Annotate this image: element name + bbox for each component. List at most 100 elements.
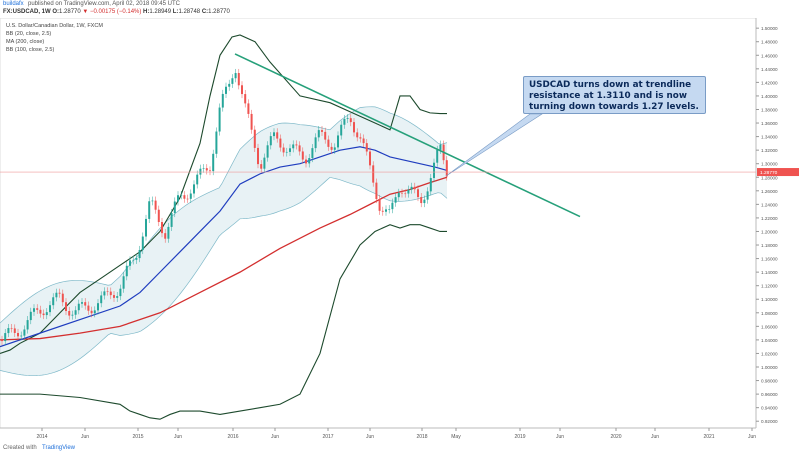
legend-bb20[interactable]: BB (20, close, 2.5) [6, 31, 52, 37]
candle-body [61, 293, 64, 303]
y-tick-label: 1.22000 [761, 216, 778, 221]
candle-body [257, 147, 259, 165]
candle-body [372, 165, 375, 183]
candle-body [135, 258, 138, 260]
candle-body [202, 168, 205, 169]
x-tick-label: May [451, 434, 461, 440]
candle-body [273, 132, 275, 137]
candle-body [282, 147, 285, 153]
x-tick-label: Jun [748, 434, 756, 440]
x-tick-label: 2021 [703, 434, 714, 440]
y-tick-label: 1.06000 [761, 324, 778, 329]
candle-body [1, 339, 3, 342]
low-value: 1.28748 [178, 9, 201, 15]
candle-body [119, 288, 122, 297]
candle-body [417, 189, 419, 198]
y-tick-label: 1.02000 [761, 351, 778, 356]
y-tick-label: 1.14000 [761, 270, 778, 275]
candle-body [314, 137, 317, 149]
candle-body [445, 160, 448, 177]
last-price-label: 1.28770 [760, 170, 778, 176]
close-value: 1.28770 [208, 9, 230, 15]
candle-body [231, 78, 234, 84]
candle-body [260, 164, 263, 169]
y-tick-label: 1.38000 [761, 107, 778, 112]
candle-body [4, 333, 7, 342]
legend-symbol: U.S. Dollar/Canadian Dollar, 1W, FXCM [6, 23, 103, 29]
candle-body [295, 144, 298, 146]
candle-body [413, 186, 416, 190]
y-tick-label: 1.18000 [761, 243, 778, 248]
y-tick-label: 0.94000 [761, 406, 778, 411]
candle-body [33, 308, 35, 312]
candle-body [122, 276, 125, 289]
candle-body [276, 132, 279, 139]
x-tick-label: Jun [366, 434, 374, 440]
candle-body [237, 73, 240, 86]
candle-body [375, 182, 378, 200]
x-tick-label: 2020 [610, 434, 621, 440]
candle-body [234, 73, 237, 79]
candle-body [362, 138, 365, 144]
candle-body [52, 297, 55, 306]
candle-body [55, 292, 58, 298]
y-tick-label: 1.10000 [761, 297, 778, 302]
candle-body [154, 200, 157, 210]
publish-info: published on TradingView.com, April 02, … [28, 1, 180, 7]
annotation-callout[interactable]: USDCAD turns down at trendline resistanc… [523, 76, 706, 114]
legend-ma200[interactable]: MA (200, close) [6, 39, 45, 45]
trendline-resistance [234, 53, 581, 218]
candle-body [321, 130, 323, 132]
candle-body [68, 311, 71, 316]
x-tick-label: 2016 [227, 434, 238, 440]
candle-body [29, 311, 32, 321]
bb100-lower-line [0, 224, 447, 420]
candle-body [97, 303, 99, 311]
candle-body [388, 209, 391, 210]
candle-body [279, 138, 282, 148]
bb20-lower-line [0, 176, 448, 377]
symbol-label: FX:USDCAD, 1W [3, 9, 51, 15]
candle-body [225, 86, 227, 94]
bb20-basis-line [0, 146, 448, 348]
candle-body [426, 191, 429, 200]
y-tick-label: 1.44000 [761, 67, 778, 72]
candle-body [93, 310, 96, 314]
candle-body [301, 151, 304, 160]
x-tick-label: Jun [81, 434, 89, 440]
candle-body [365, 143, 368, 152]
candle-body [381, 210, 384, 212]
candle-body [327, 139, 330, 147]
y-tick-label: 1.34000 [761, 135, 778, 140]
candle-body [132, 259, 135, 261]
candle-body [196, 174, 199, 185]
y-tick-label: 1.46000 [761, 53, 778, 58]
candle-body [49, 305, 51, 313]
candle-body [420, 197, 423, 204]
author-link[interactable]: buildafx [3, 1, 24, 7]
legend-bb100[interactable]: BB (100, close, 2.5) [6, 47, 55, 53]
candle-body [170, 213, 173, 227]
tradingview-logo[interactable]: TradingView [42, 445, 76, 451]
candle-body [401, 192, 403, 194]
ohlc-readout: FX:USDCAD, 1W O:1.28770 ▼ −0.00175 (−0.1… [3, 9, 230, 15]
candle-body [247, 103, 250, 114]
candle-body [151, 200, 154, 202]
candle-body [58, 292, 61, 294]
y-tick-label: 1.12000 [761, 284, 778, 289]
candle-body [71, 314, 74, 316]
y-tick-label: 1.08000 [761, 311, 778, 316]
candle-body [263, 157, 266, 169]
candle-body [173, 201, 176, 214]
x-tick-label: 2019 [514, 434, 525, 440]
y-tick-label: 1.28000 [761, 175, 778, 180]
candle-body [215, 131, 218, 154]
candle-body [378, 199, 381, 211]
candle-body [74, 310, 77, 315]
candle-body [23, 329, 26, 336]
candle-body [116, 296, 119, 298]
candle-body [90, 310, 93, 314]
candle-body [164, 233, 167, 239]
candle-body [241, 85, 243, 95]
x-tick-label: Jun [651, 434, 659, 440]
